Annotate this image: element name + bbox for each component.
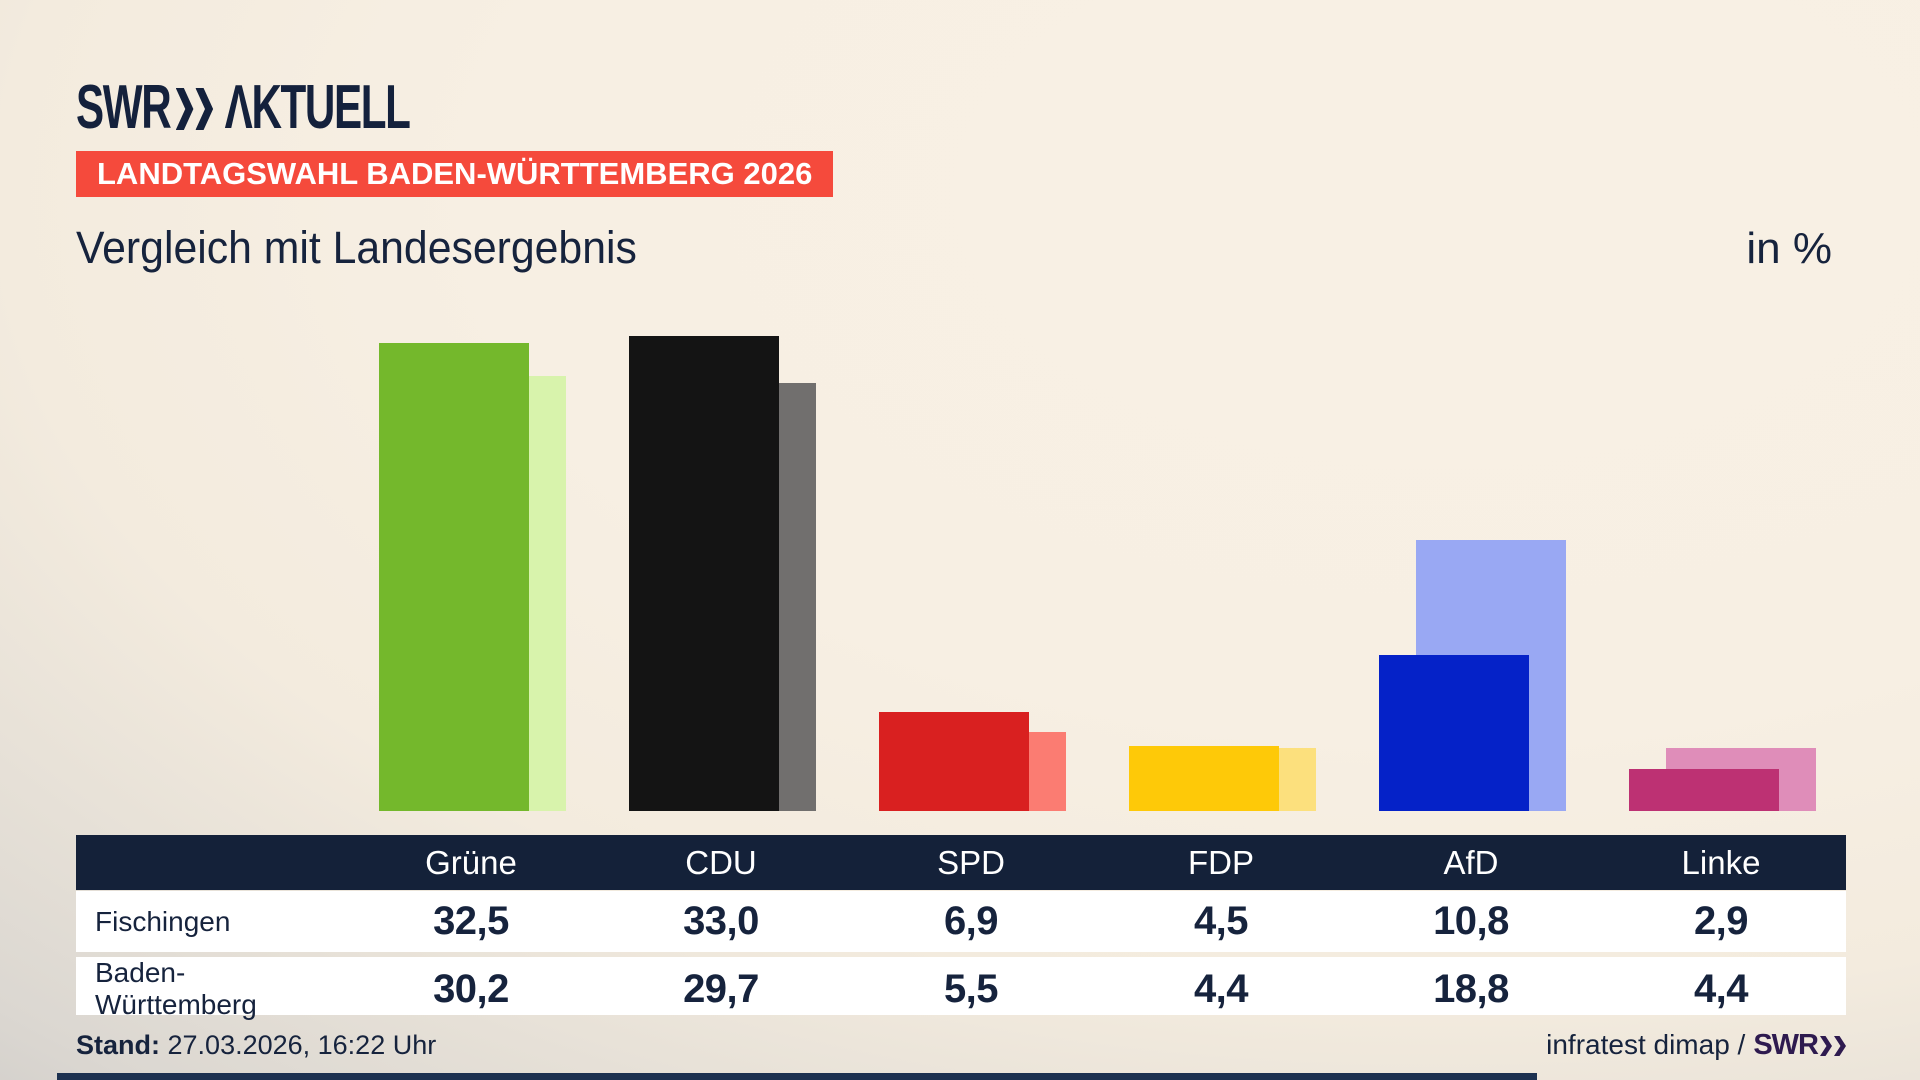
election-badge: LANDTAGSWAHL BADEN-WÜRTTEMBERG 2026 bbox=[76, 151, 834, 197]
value-cell-spd: 5,5 bbox=[943, 966, 999, 1011]
header-cell-fdp: FDP bbox=[1188, 843, 1254, 881]
bar-fischingen-fdp bbox=[1129, 746, 1279, 811]
bar-fischingen-cdu bbox=[629, 336, 779, 811]
value-cell-grüne: 32,5 bbox=[433, 899, 509, 943]
value-cell-linke: 4,4 bbox=[1693, 966, 1749, 1011]
bar-fischingen-linke bbox=[1629, 769, 1779, 811]
bar-fischingen-grüne bbox=[379, 343, 529, 811]
footer-chevron-icon bbox=[1820, 1036, 1832, 1056]
bar-fischingen-afd bbox=[1379, 655, 1529, 811]
stand-value: 27.03.2026, 16:22 Uhr bbox=[167, 1030, 437, 1060]
logo-aktuell-text: ΛKTUELL bbox=[224, 73, 411, 142]
swr-aktuell-logo: SWR ΛKTUELL bbox=[76, 72, 411, 143]
value-cell-cdu: 33,0 bbox=[683, 899, 759, 943]
chart-title: Vergleich mit Landesergebnis bbox=[76, 222, 637, 273]
title-row: Vergleich mit Landesergebnis in % bbox=[76, 222, 1832, 274]
results-table: Grüne CDU SPD FDP AfD Linke Fischingen 32,5 33,0… bbox=[76, 835, 1846, 1020]
table-row: Baden-Württemberg 30,2 29,7 5,5 4,4 18,8 4,4 bbox=[76, 957, 1846, 1020]
stand-label: Stand: bbox=[76, 1030, 160, 1060]
value-cell-spd: 6,9 bbox=[943, 899, 999, 943]
row-label: Baden-Württemberg bbox=[95, 957, 257, 1020]
row-label: Fischingen bbox=[95, 905, 231, 937]
timestamp: Stand: 27.03.2026, 16:22 Uhr bbox=[76, 1030, 436, 1061]
value-cell-afd: 18,8 bbox=[1433, 966, 1509, 1011]
footer-chevron-icon bbox=[1834, 1036, 1846, 1056]
value-cell-fdp: 4,4 bbox=[1193, 966, 1249, 1011]
value-cell-grüne: 30,2 bbox=[433, 966, 509, 1011]
bar-chart bbox=[379, 336, 1816, 811]
swr-chevrons-icon bbox=[175, 72, 215, 143]
value-cell-cdu: 29,7 bbox=[683, 966, 759, 1011]
header-cell-linke: Linke bbox=[1681, 843, 1761, 881]
bottom-progress-strip bbox=[57, 1073, 1537, 1080]
table-header-row: Grüne CDU SPD FDP AfD Linke bbox=[76, 835, 1846, 890]
value-cell-afd: 10,8 bbox=[1433, 899, 1509, 943]
source-credit: infratest dimap / SWR bbox=[1546, 1029, 1846, 1062]
header-cell-grüne: Grüne bbox=[425, 843, 517, 881]
table-row: Fischingen 32,5 33,0 6,9 4,5 10,8 2,9 bbox=[76, 891, 1846, 952]
header-cell-cdu: CDU bbox=[685, 843, 757, 881]
unit-label: in % bbox=[1746, 224, 1832, 273]
source-text: infratest dimap / bbox=[1546, 1029, 1746, 1060]
logo-swr-text: SWR bbox=[76, 73, 172, 142]
footer-swr-logo: SWR bbox=[1753, 1029, 1846, 1061]
header-cell-spd: SPD bbox=[937, 843, 1005, 881]
header-cell-afd: AfD bbox=[1443, 843, 1499, 881]
value-cell-fdp: 4,5 bbox=[1193, 899, 1249, 943]
bar-fischingen-spd bbox=[879, 712, 1029, 811]
value-cell-linke: 2,9 bbox=[1693, 899, 1749, 943]
